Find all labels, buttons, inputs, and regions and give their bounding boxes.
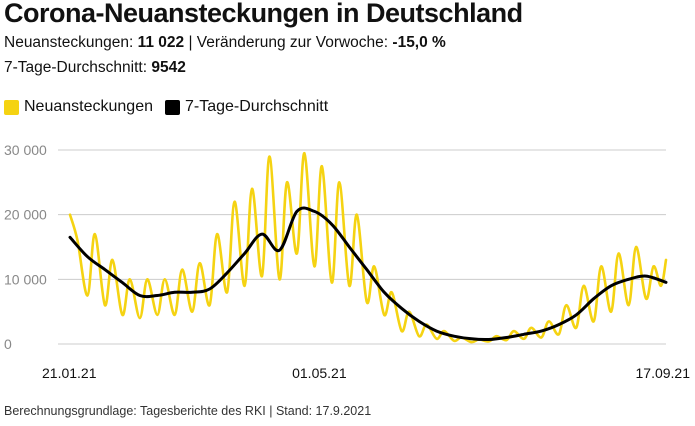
chart-title: Corona-Neuansteckungen in Deutschland	[4, 0, 523, 28]
source-footer: Berechnungsgrundlage: Tagesberichte des …	[4, 404, 372, 418]
cases-value: 11 022	[137, 34, 185, 51]
average-line	[68, 206, 668, 342]
x-tick-label: 21.01.21	[42, 365, 97, 381]
summary-line-1: Neuansteckungen: 11 022 | Veränderung zu…	[4, 34, 446, 52]
legend: Neuansteckungen 7-Tage-Durchschnitt	[4, 98, 340, 116]
avg-label: 7-Tage-Durchschnitt:	[4, 59, 148, 76]
separator: |	[188, 34, 193, 51]
legend-label-daily: Neuansteckungen	[24, 98, 153, 115]
legend-swatch-daily	[4, 99, 19, 115]
daily-cases-line	[68, 151, 668, 344]
x-tick-label: 17.09.21	[636, 365, 691, 381]
y-tick-label: 10 000	[4, 271, 47, 287]
x-tick-label: 01.05.21	[292, 365, 347, 381]
legend-swatch-average	[164, 99, 180, 115]
summary-line-2: 7-Tage-Durchschnitt: 9542	[4, 59, 186, 77]
change-label: Veränderung zur Vorwoche:	[196, 34, 389, 51]
cases-label: Neuansteckungen:	[4, 34, 134, 51]
y-tick-label: 0	[4, 336, 12, 352]
change-value: -15,0 %	[392, 34, 446, 51]
legend-label-average: 7-Tage-Durchschnitt	[184, 98, 329, 115]
y-tick-label: 20 000	[4, 207, 47, 223]
y-tick-label: 30 000	[4, 142, 47, 158]
avg-value: 9542	[151, 59, 186, 76]
